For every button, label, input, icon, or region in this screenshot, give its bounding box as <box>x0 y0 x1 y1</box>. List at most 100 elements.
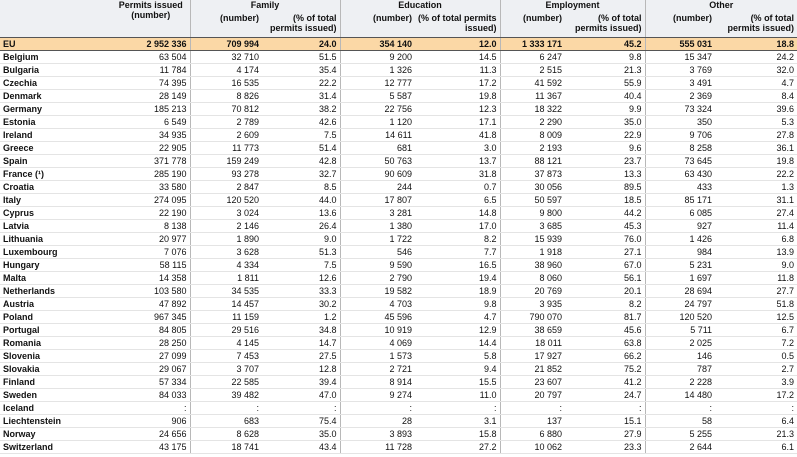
value-cell: 50 597 <box>499 193 566 207</box>
value-cell: 4 174 <box>189 63 262 77</box>
value-cell: 1 573 <box>339 349 416 363</box>
value-cell: 120 520 <box>644 310 716 324</box>
value-cell: 14 457 <box>189 297 262 311</box>
value-cell: 3 769 <box>644 63 716 77</box>
value-cell: 84 033 <box>112 388 190 402</box>
value-cell: 32.0 <box>715 63 797 77</box>
subheader-row: (number) (% of total permits issued) (numb… <box>0 13 797 38</box>
value-cell: 56.1 <box>565 271 646 285</box>
value-cell: 45.6 <box>565 323 646 337</box>
value-cell: 14 358 <box>112 271 190 285</box>
table-row: Italy 274 095 120 520 44.0 17 807 6.5 50 597 18… <box>0 193 797 207</box>
value-cell: 41.2 <box>565 375 646 389</box>
country-cell: Netherlands <box>0 284 112 298</box>
value-cell: 51.3 <box>262 245 341 259</box>
country-cell: Latvia <box>0 219 112 233</box>
value-cell: 4.7 <box>415 310 501 324</box>
value-cell: 7.5 <box>262 128 341 142</box>
value-cell: 9.9 <box>565 102 646 116</box>
value-cell: 44.2 <box>565 206 646 220</box>
value-cell: 18 011 <box>499 336 566 350</box>
value-cell: 89.5 <box>565 180 646 194</box>
value-cell: 9.0 <box>262 232 341 246</box>
table-row: Sweden 84 033 39 482 47.0 9 274 11.0 20 797 24.… <box>0 388 797 402</box>
country-cell: Norway <box>0 427 112 441</box>
value-cell: 31.1 <box>715 193 797 207</box>
value-cell: 12.6 <box>262 271 341 285</box>
value-cell: 31.8 <box>415 167 501 181</box>
value-cell: 18.9 <box>415 284 501 298</box>
value-cell: 9.8 <box>415 297 501 311</box>
value-cell: 23.3 <box>565 440 646 454</box>
value-cell: 2 790 <box>339 271 416 285</box>
value-cell: 244 <box>339 180 416 194</box>
value-cell: 17 927 <box>499 349 566 363</box>
country-cell: Cyprus <box>0 206 112 220</box>
table-row: Estonia 6 549 2 789 42.6 1 120 17.1 2 290 35.0 3… <box>0 115 797 129</box>
value-cell: 371 778 <box>112 154 190 168</box>
value-cell: 9.8 <box>565 50 646 64</box>
value-cell: 3 935 <box>499 297 566 311</box>
value-cell: : <box>644 401 716 415</box>
value-cell: 27.4 <box>715 206 797 220</box>
value-cell: 6 880 <box>499 427 566 441</box>
value-cell: 90 609 <box>339 167 416 181</box>
value-cell: 38 659 <box>499 323 566 337</box>
table-body: EU 2 952 336 709 994 24.0 354 140 12.0 1 333 1… <box>0 37 797 454</box>
value-cell: 22.2 <box>715 167 797 181</box>
value-cell: 67.0 <box>565 258 646 272</box>
subheader: (% of total permits issued) <box>565 13 646 38</box>
country-cell: Liechtenstein <box>0 414 112 428</box>
value-cell: 5 587 <box>339 89 416 103</box>
value-cell: 28 250 <box>112 336 190 350</box>
value-cell: 41.8 <box>415 128 501 142</box>
value-cell: 57 334 <box>112 375 190 389</box>
country-cell: Lithuania <box>0 232 112 246</box>
table-row: Greece 22 905 11 773 51.4 681 3.0 2 193 9.6 8 25… <box>0 141 797 155</box>
value-cell: 433 <box>644 180 716 194</box>
value-cell: 16 535 <box>189 76 262 90</box>
value-cell: 2 290 <box>499 115 566 129</box>
table-row: Poland 967 345 11 159 1.2 45 596 4.7 790 070 81… <box>0 310 797 324</box>
value-cell: 2 952 336 <box>112 37 190 51</box>
value-cell: 4 145 <box>189 336 262 350</box>
value-cell: 33.3 <box>262 284 341 298</box>
value-cell: 906 <box>112 414 190 428</box>
value-cell: 51.5 <box>262 50 341 64</box>
value-cell: 21 852 <box>499 362 566 376</box>
value-cell: 274 095 <box>112 193 190 207</box>
value-cell: 12 777 <box>339 76 416 90</box>
value-cell: 9 274 <box>339 388 416 402</box>
value-cell: : <box>262 401 341 415</box>
value-cell: 74 395 <box>112 76 190 90</box>
value-cell: 58 115 <box>112 258 190 272</box>
value-cell: 4 334 <box>189 258 262 272</box>
value-cell: 1 120 <box>339 115 416 129</box>
value-cell: 6.1 <box>715 440 797 454</box>
value-cell: 185 213 <box>112 102 190 116</box>
value-cell: 10 062 <box>499 440 566 454</box>
value-cell: 2 193 <box>499 141 566 155</box>
value-cell: 6 549 <box>112 115 190 129</box>
value-cell: 18 741 <box>189 440 262 454</box>
value-cell: 5 255 <box>644 427 716 441</box>
value-cell: 43 175 <box>112 440 190 454</box>
value-cell: : <box>715 401 797 415</box>
value-cell: 12.8 <box>262 362 341 376</box>
value-cell: 66.2 <box>565 349 646 363</box>
country-cell: Croatia <box>0 180 112 194</box>
value-cell: 55.9 <box>565 76 646 90</box>
value-cell: : <box>339 401 416 415</box>
value-cell: 8 914 <box>339 375 416 389</box>
value-cell: 3 281 <box>339 206 416 220</box>
value-cell: 23.7 <box>565 154 646 168</box>
value-cell: 29 067 <box>112 362 190 376</box>
country-cell: Greece <box>0 141 112 155</box>
value-cell: 76.0 <box>565 232 646 246</box>
value-cell: 18 322 <box>499 102 566 116</box>
table-row: Latvia 8 138 2 146 26.4 1 380 17.0 3 685 45.3 92… <box>0 219 797 233</box>
value-cell: 8.5 <box>262 180 341 194</box>
value-cell: 555 031 <box>644 37 716 51</box>
country-cell: Switzerland <box>0 440 112 454</box>
value-cell: 1 890 <box>189 232 262 246</box>
